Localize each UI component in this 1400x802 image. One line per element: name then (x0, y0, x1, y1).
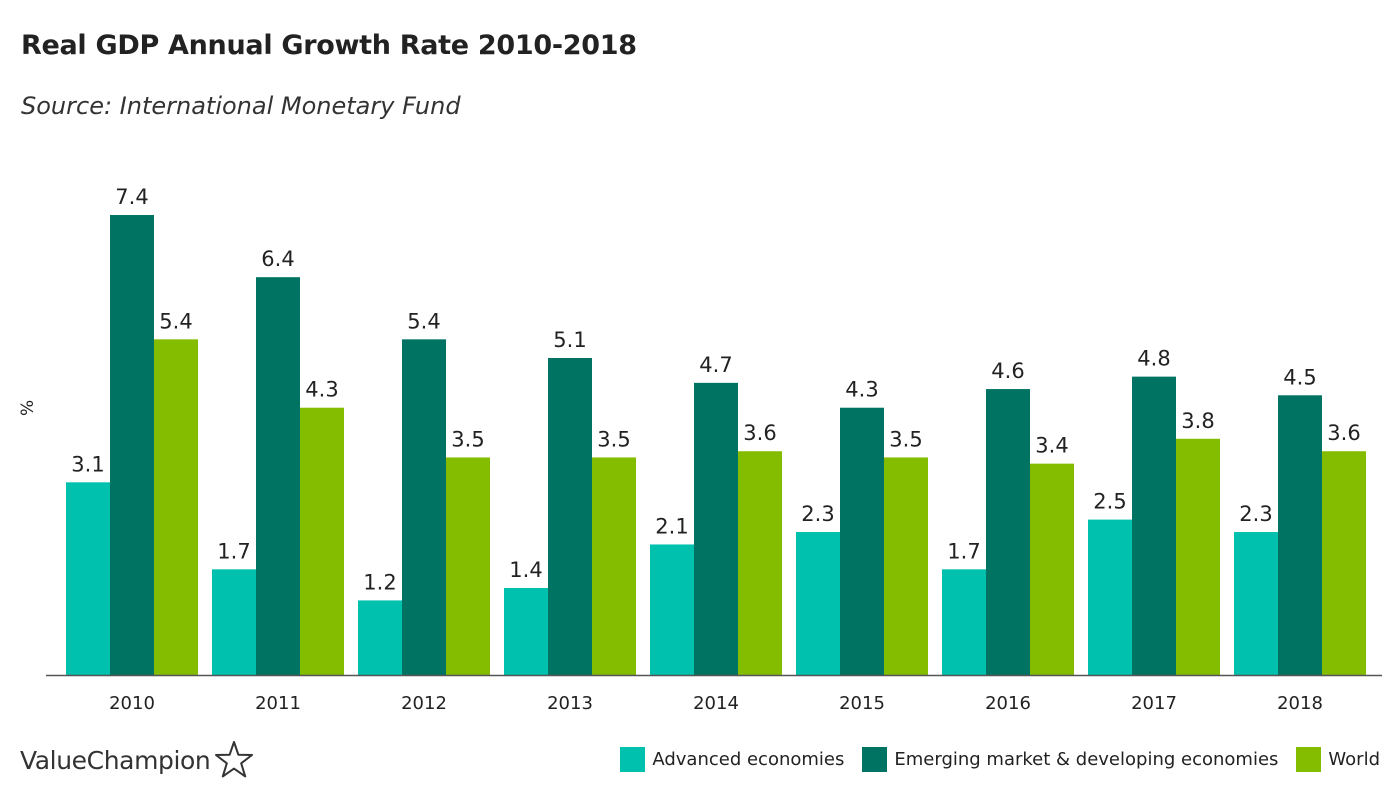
bar-emerging-2012 (402, 339, 446, 675)
data-label-world-2016: 3.4 (1035, 434, 1068, 458)
bar-emerging-2017 (1132, 376, 1176, 675)
x-tick-label-2010: 2010 (109, 693, 155, 714)
bar-advanced-2015 (796, 532, 840, 675)
legend-item-world: World (1296, 746, 1380, 772)
data-label-advanced-2017: 2.5 (1093, 490, 1126, 514)
bar-emerging-2011 (256, 277, 300, 675)
bar-advanced-2012 (358, 600, 402, 675)
bar-advanced-2018 (1234, 532, 1278, 675)
x-tick-label-2012: 2012 (401, 693, 447, 714)
data-label-world-2015: 3.5 (889, 427, 922, 451)
data-label-emerging-2016: 4.6 (991, 359, 1024, 383)
data-label-advanced-2015: 2.3 (801, 502, 834, 526)
legend-swatch-advanced (620, 746, 646, 772)
bar-advanced-2013 (504, 587, 548, 675)
bar-emerging-2016 (986, 389, 1030, 675)
chart-title: Real GDP Annual Growth Rate 2010-2018 (21, 30, 637, 61)
data-label-advanced-2018: 2.3 (1239, 502, 1272, 526)
bar-world-2017 (1176, 438, 1220, 675)
data-label-world-2010: 5.4 (159, 309, 192, 333)
data-label-emerging-2018: 4.5 (1283, 365, 1316, 389)
x-tick-label-2014: 2014 (693, 693, 739, 714)
data-label-emerging-2011: 6.4 (261, 247, 294, 271)
bar-emerging-2014 (694, 382, 738, 675)
data-label-world-2014: 3.6 (743, 421, 776, 445)
data-label-world-2012: 3.5 (451, 427, 484, 451)
chart-subtitle: Source: International Monetary Fund (21, 92, 461, 120)
star-outline-icon (215, 741, 254, 778)
data-label-emerging-2012: 5.4 (407, 309, 440, 333)
bar-emerging-2015 (840, 407, 884, 675)
legend-label-emerging: Emerging market & developing economies (894, 748, 1279, 770)
data-label-world-2011: 4.3 (305, 378, 338, 402)
data-label-emerging-2013: 5.1 (553, 328, 586, 352)
bar-world-2010 (154, 339, 198, 675)
bar-advanced-2017 (1088, 519, 1132, 675)
chart-legend: Advanced economies Emerging market & dev… (620, 744, 1380, 774)
x-tick-label-2015: 2015 (839, 693, 885, 714)
legend-label-advanced: Advanced economies (652, 748, 845, 770)
bar-advanced-2010 (66, 482, 110, 675)
brand-logo: ValueChampion (20, 740, 254, 780)
x-tick-label-2017: 2017 (1131, 693, 1177, 714)
bar-world-2013 (592, 457, 636, 675)
data-label-emerging-2014: 4.7 (699, 353, 732, 377)
bar-world-2011 (300, 407, 344, 675)
x-tick-label-2011: 2011 (255, 693, 301, 714)
legend-swatch-emerging (862, 746, 888, 772)
legend-item-emerging: Emerging market & developing economies (862, 746, 1279, 772)
bar-world-2014 (738, 451, 782, 675)
bar-world-2018 (1322, 451, 1366, 675)
legend-swatch-world (1296, 746, 1322, 772)
data-label-advanced-2013: 1.4 (509, 558, 542, 582)
brand-name: ValueChampion (20, 745, 211, 775)
bar-emerging-2013 (548, 357, 592, 675)
data-label-advanced-2014: 2.1 (655, 514, 688, 538)
data-label-emerging-2010: 7.4 (115, 185, 148, 209)
data-label-emerging-2017: 4.8 (1137, 347, 1170, 371)
data-label-world-2018: 3.6 (1327, 421, 1360, 445)
data-label-world-2013: 3.5 (597, 427, 630, 451)
data-label-advanced-2016: 1.7 (947, 539, 980, 563)
bar-emerging-2018 (1278, 395, 1322, 675)
data-label-world-2017: 3.8 (1181, 409, 1214, 433)
bar-world-2012 (446, 457, 490, 675)
x-tick-label-2016: 2016 (985, 693, 1031, 714)
bar-advanced-2016 (942, 569, 986, 675)
x-tick-label-2013: 2013 (547, 693, 593, 714)
legend-label-world: World (1328, 748, 1380, 770)
bar-world-2016 (1030, 463, 1074, 675)
data-label-emerging-2015: 4.3 (845, 378, 878, 402)
bar-emerging-2010 (110, 215, 154, 676)
data-label-advanced-2011: 1.7 (217, 539, 250, 563)
bar-advanced-2011 (212, 569, 256, 675)
bar-world-2015 (884, 457, 928, 675)
legend-item-advanced: Advanced economies (620, 746, 845, 772)
x-tick-label-2018: 2018 (1277, 693, 1323, 714)
bar-advanced-2014 (650, 544, 694, 675)
data-label-advanced-2010: 3.1 (71, 452, 104, 476)
data-label-advanced-2012: 1.2 (363, 570, 396, 594)
